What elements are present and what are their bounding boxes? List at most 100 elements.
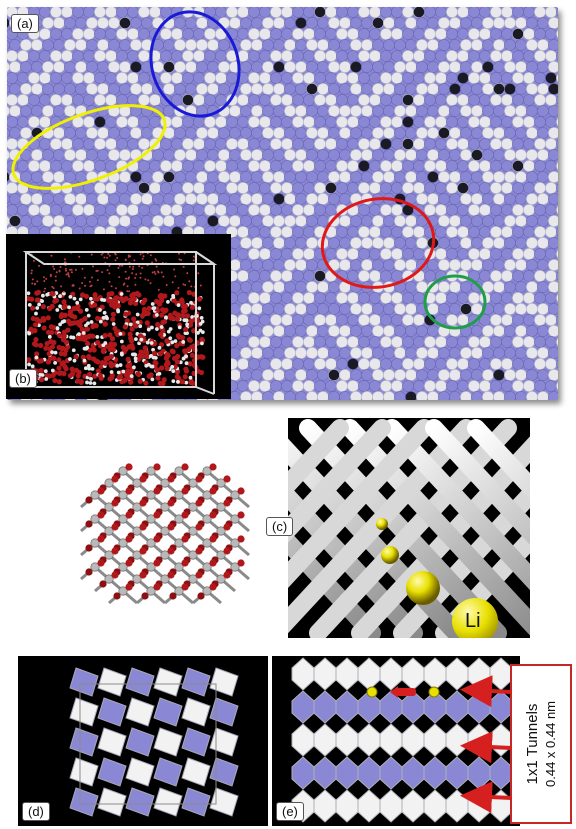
vapor-atom (184, 283, 187, 286)
vapor-atom (91, 276, 94, 279)
water-atom (157, 301, 163, 307)
vapor-atom (199, 284, 202, 287)
vapor-atom (157, 271, 160, 274)
vapor-atom (78, 287, 81, 290)
water-atom (182, 308, 188, 314)
vapor-atom (182, 283, 185, 286)
water-atom (187, 337, 193, 343)
water-atom (107, 346, 113, 353)
water-atom (108, 363, 115, 369)
vapor-atom (151, 271, 154, 274)
water-atom (78, 297, 83, 302)
water-atom (58, 350, 64, 357)
water-atom (119, 292, 124, 296)
water-atom (197, 296, 203, 302)
vapor-atom (84, 284, 87, 287)
water-atom (164, 315, 168, 320)
water-atom (92, 302, 98, 308)
water-atom (118, 363, 123, 367)
water-atom (183, 326, 189, 333)
water-atom (184, 313, 191, 319)
vapor-atom (81, 281, 84, 284)
water-atom (142, 297, 148, 303)
water-atom (86, 353, 92, 360)
atom (548, 215, 558, 227)
vapor-atom (165, 283, 168, 286)
water-atom (68, 294, 73, 299)
water-atom (131, 316, 137, 322)
water-atom (149, 364, 154, 369)
water-atom (81, 335, 87, 341)
water-atom (168, 315, 174, 321)
water-atom (95, 335, 100, 339)
vapor-atom (125, 277, 128, 280)
water-atom (101, 347, 107, 353)
water-atom (33, 342, 39, 348)
water-atom (161, 308, 168, 315)
water-atom (108, 341, 114, 347)
tunnel-arrow-1 (460, 675, 513, 708)
vapor-atom (64, 267, 67, 270)
water-atom (61, 304, 67, 310)
vapor-atom (90, 253, 93, 256)
vapor-atom (31, 278, 34, 281)
atom (556, 117, 558, 127)
water-atom (95, 339, 101, 346)
water-atom (102, 360, 108, 366)
vapor-atom (68, 268, 71, 271)
vapor-atom (197, 272, 200, 275)
water-atom (112, 304, 118, 310)
water-atom (56, 357, 62, 363)
panel-a-label: (a) (11, 14, 39, 33)
water-atom (53, 297, 60, 304)
water-atom (30, 364, 35, 369)
water-atom (182, 303, 189, 309)
vapor-atom (54, 275, 57, 278)
yellow-highlight-ellipse (11, 104, 167, 190)
vapor-atom (138, 265, 141, 268)
vapor-atom (139, 276, 142, 279)
vapor-atom (52, 287, 55, 290)
vapor-atom (62, 290, 65, 293)
water-atom (174, 359, 180, 365)
water-atom (129, 343, 135, 349)
vapor-atom (44, 287, 47, 290)
water-atom (189, 352, 195, 358)
water-atom (58, 370, 64, 376)
water-atom (119, 351, 124, 356)
water-atom (145, 340, 150, 345)
vapor-atom (101, 271, 104, 274)
tunnel-arrows (460, 675, 513, 814)
water-atom (135, 312, 140, 317)
water-atom (132, 322, 139, 329)
water-atom (189, 300, 193, 305)
water-atom (43, 369, 48, 374)
diffusion-arrow (396, 688, 416, 696)
water-atom (57, 332, 63, 339)
atom (548, 149, 558, 161)
water-atom (164, 338, 170, 344)
vapor-atom (131, 272, 134, 275)
water-atom (110, 316, 116, 322)
water-atom (72, 358, 77, 363)
water-atom (85, 340, 91, 347)
vapor-atom (117, 267, 120, 270)
vapor-atom (72, 284, 75, 287)
water-atom (102, 333, 108, 339)
water-atom (149, 354, 153, 358)
water-atom (157, 351, 164, 357)
water-atom (95, 359, 101, 365)
atom (548, 237, 558, 249)
water-atom (136, 371, 142, 378)
atom (548, 39, 558, 51)
vapor-atom (149, 282, 152, 285)
water-atom (158, 331, 164, 337)
water-atom (50, 368, 55, 373)
water-atom (98, 308, 102, 312)
water-atom (184, 361, 189, 366)
ball-stick-structure (80, 463, 250, 605)
atom (556, 205, 558, 215)
water-atom (84, 307, 89, 312)
water-atom (52, 377, 58, 384)
lithium-label: Li (465, 610, 481, 632)
